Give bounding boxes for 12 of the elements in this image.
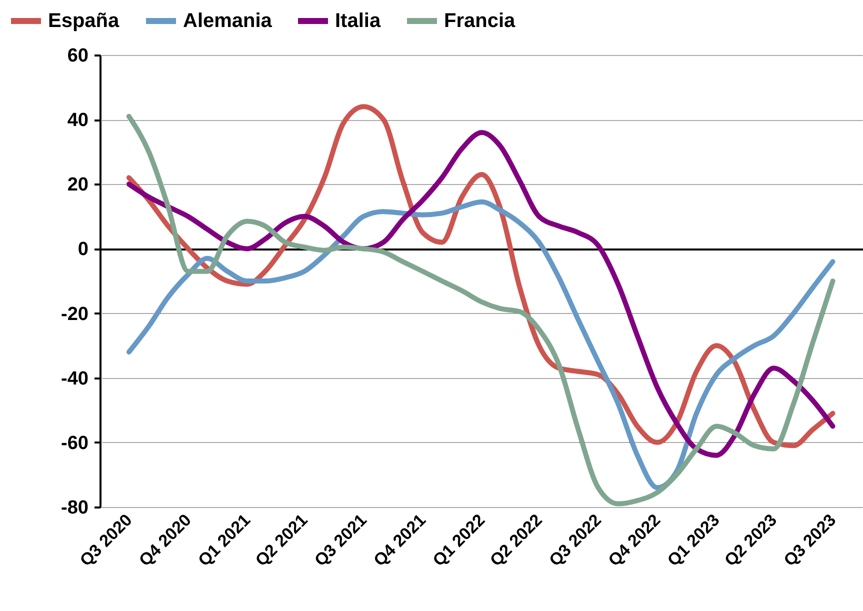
legend-label: Alemania (183, 10, 273, 32)
legend-label: España (48, 10, 120, 32)
y-tick-label: 20 (67, 174, 88, 196)
y-tick-label: 40 (67, 110, 88, 132)
y-tick-label: -60 (61, 432, 88, 454)
legend-label: Francia (444, 10, 516, 32)
y-tick-label: 60 (67, 46, 88, 66)
y-tick-label: -40 (61, 368, 88, 390)
legend-label: Italia (335, 10, 382, 32)
y-tick-label: -20 (61, 304, 88, 325)
y-tick-label: -80 (61, 498, 88, 518)
y-tick-label: 0 (78, 239, 88, 260)
